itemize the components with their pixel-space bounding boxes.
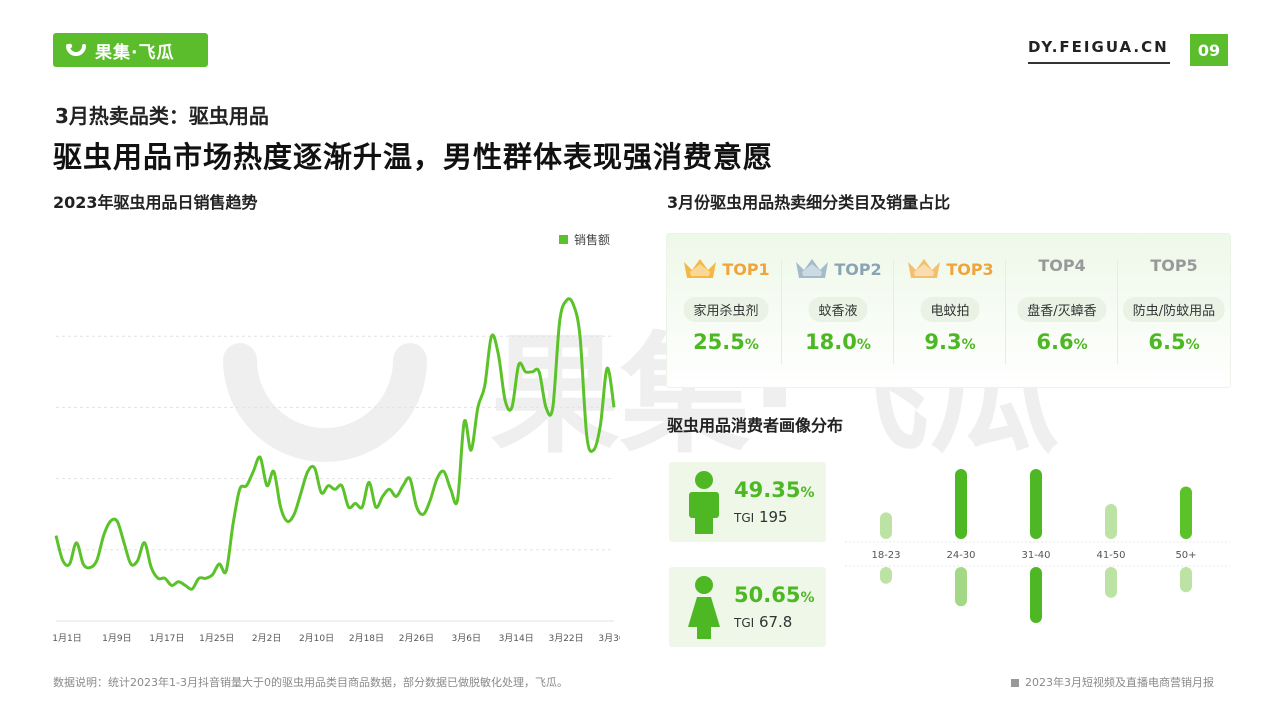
card-divider [893,259,894,364]
age-bar-upper [880,512,892,539]
age-bar-upper [1105,504,1117,539]
female-icon [688,576,720,639]
consumer-portrait-title: 驱虫用品消费者画像分布 [667,416,844,435]
category-label: 蚊香液 [808,297,868,322]
x-tick-label: 2月2日 [252,633,281,644]
category-share: 9.3% [924,330,976,354]
x-tick-label: 3月14日 [499,633,534,644]
category-label: 盘香/灭蟑香 [1017,297,1107,322]
top-category-card: TOP2 蚊香液 18.0% [783,234,893,387]
x-tick-label: 1月1日 [52,633,81,644]
x-tick-label: 2月26日 [399,633,434,644]
rank-label: TOP2 [834,259,882,279]
crown-icon [796,259,829,278]
male-percentage: 49.35% [734,478,815,502]
sales-series-line [54,297,616,591]
age-bar-upper [955,469,967,539]
rank-label: TOP1 [722,259,770,279]
top5-panel: TOP1 家用杀虫剂 25.5% TOP2 蚊香液 18.0% TOP3 电蚊拍 9.3% TOP… [666,233,1231,388]
page-subtitle: 3月热卖品类：驱虫用品 [55,104,269,128]
category-share: 25.5% [693,330,759,354]
top-categories-section-title: 3月份驱虫用品热卖细分类目及销量占比 [667,193,951,212]
age-bar-lower [1180,567,1192,593]
age-bar-upper [1030,469,1042,539]
legend-label: 销售额 [574,232,610,247]
crown-icon [908,259,941,278]
male-tgi: TGI 195 [734,508,788,526]
category-label: 防虫/防蚊用品 [1122,297,1226,322]
x-tick-label: 2月10日 [299,633,334,644]
report-name: 2023年3月短视频及直播电商营销月报 [1011,674,1214,690]
age-category-label: 31-40 [1021,550,1050,561]
top-category-card: TOP3 电蚊拍 9.3% [895,234,1005,387]
age-bar-upper [1180,486,1192,539]
female-tgi: TGI 67.8 [734,613,793,631]
category-share: 18.0% [805,330,871,354]
age-bar-lower [1030,567,1042,623]
page-title: 驱虫用品市场热度逐渐升温，男性群体表现强消费意愿 [53,140,774,174]
age-category-label: 24-30 [946,550,975,561]
age-category-label: 18-23 [871,550,900,561]
card-divider [1005,259,1006,364]
trend-section-title: 2023年驱虫用品日销售趋势 [53,193,258,212]
x-tick-label: 3月30日 [598,633,620,644]
crown-icon [684,259,717,278]
page-number: 09 [1190,34,1228,66]
age-category-label: 41-50 [1096,550,1125,561]
age-category-label: 50+ [1175,550,1196,561]
top-category-card: TOP5 防虫/防蚊用品 6.5% [1119,234,1229,387]
category-share: 6.6% [1036,330,1088,354]
x-tick-label: 1月9日 [102,633,131,644]
age-bar-lower [1105,567,1117,598]
x-tick-label: 3月6日 [452,633,481,644]
x-tick-label: 1月17日 [149,633,184,644]
age-bar-lower [880,567,892,584]
rank-label: TOP4 [1038,256,1086,275]
x-tick-label: 2月18日 [349,633,384,644]
category-label: 家用杀虫剂 [683,297,769,322]
brand-logo: 果集·飞瓜 [53,33,208,67]
top-category-card: TOP1 家用杀虫剂 25.5% [671,234,781,387]
male-card: 49.35% TGI 195 [669,462,826,542]
site-url: DY.FEIGUA.CN [1028,38,1169,56]
card-divider [781,259,782,364]
legend-swatch [559,235,568,244]
card-divider [1117,259,1118,364]
female-card: 50.65% TGI 67.8 [669,567,826,647]
category-share: 6.5% [1148,330,1200,354]
daily-sales-line-chart: 1月1日 1月9日 1月17日 1月25日 2月2日 2月10日 2月18日 2月26日 3月6… [52,232,620,644]
logo-text: 果集·飞瓜 [95,42,175,63]
report-square-icon [1011,679,1019,687]
logo-mark-icon [66,43,86,56]
top-category-card: TOP4 盘香/灭蟑香 6.6% [1007,234,1117,387]
x-tick-label: 3月22日 [548,633,583,644]
rank-label: TOP5 [1150,256,1198,275]
rank-label: TOP3 [946,259,994,279]
age-bar-lower [955,567,967,607]
site-underline [1028,62,1170,64]
data-footnote: 数据说明：统计2023年1-3月抖音销量大于0的驱虫用品类目商品数据，部分数据已… [53,676,568,689]
category-label: 电蚊拍 [920,297,980,322]
x-tick-label: 1月25日 [199,633,234,644]
female-percentage: 50.65% [734,583,815,607]
male-icon [689,471,719,534]
age-distribution-chart: 18-23 24-30 31-40 41-50 50+ [845,469,1230,623]
